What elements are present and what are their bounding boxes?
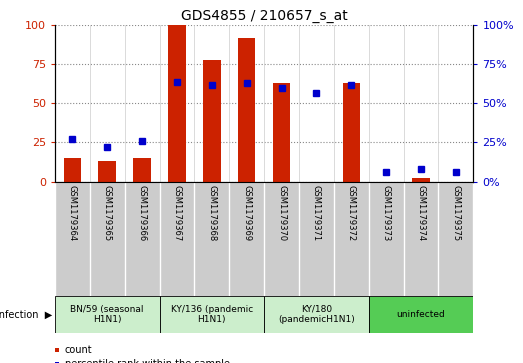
Bar — [98, 161, 116, 182]
Text: GSM1179372: GSM1179372 — [347, 185, 356, 241]
Text: KY/180
(pandemicH1N1): KY/180 (pandemicH1N1) — [278, 305, 355, 324]
Text: percentile rank within the sample: percentile rank within the sample — [64, 359, 230, 363]
Bar — [203, 60, 221, 182]
Text: GSM1179366: GSM1179366 — [138, 185, 146, 241]
Bar — [64, 158, 81, 182]
Text: count: count — [64, 345, 92, 355]
Bar — [238, 38, 255, 182]
Text: GSM1179364: GSM1179364 — [68, 185, 77, 241]
Text: GSM1179374: GSM1179374 — [416, 185, 426, 241]
Text: GSM1179370: GSM1179370 — [277, 185, 286, 241]
Bar — [412, 178, 430, 182]
Text: GSM1179373: GSM1179373 — [382, 185, 391, 241]
Bar — [264, 296, 369, 333]
Text: GSM1179367: GSM1179367 — [173, 185, 181, 241]
Text: GSM1179365: GSM1179365 — [103, 185, 112, 241]
Bar — [168, 25, 186, 182]
Bar — [273, 83, 290, 182]
Text: GSM1179368: GSM1179368 — [207, 185, 217, 241]
Text: GSM1179371: GSM1179371 — [312, 185, 321, 241]
Bar — [133, 158, 151, 182]
Text: uninfected: uninfected — [396, 310, 446, 319]
Text: BN/59 (seasonal
H1N1): BN/59 (seasonal H1N1) — [71, 305, 144, 324]
Bar — [343, 83, 360, 182]
Title: GDS4855 / 210657_s_at: GDS4855 / 210657_s_at — [181, 9, 347, 23]
Bar — [55, 296, 160, 333]
Text: infection  ▶: infection ▶ — [0, 309, 52, 319]
Text: KY/136 (pandemic
H1N1): KY/136 (pandemic H1N1) — [170, 305, 253, 324]
Text: GSM1179375: GSM1179375 — [451, 185, 460, 241]
Text: GSM1179369: GSM1179369 — [242, 185, 251, 241]
Bar — [369, 296, 473, 333]
Bar — [160, 296, 264, 333]
